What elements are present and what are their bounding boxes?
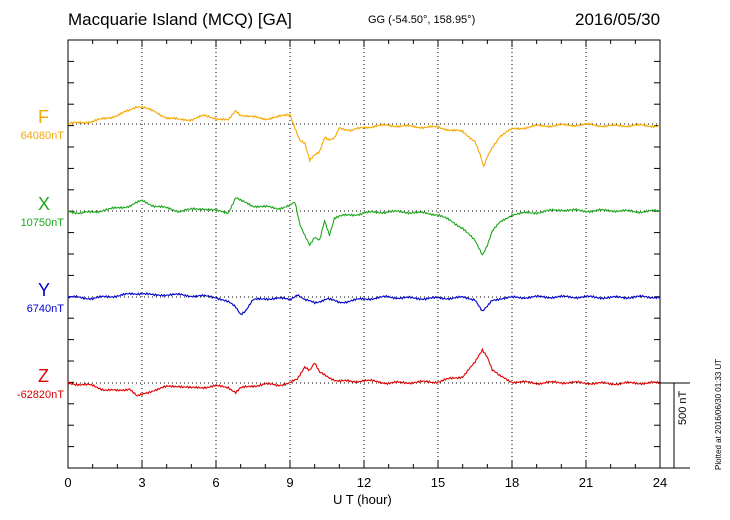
x-tick-label: 24 bbox=[653, 475, 667, 490]
chart-title: Macquarie Island (MCQ) [GA] bbox=[68, 10, 292, 29]
x-tick-label: 3 bbox=[138, 475, 145, 490]
component-label-f: F bbox=[38, 107, 49, 127]
x-tick-label: 21 bbox=[579, 475, 593, 490]
scale-bar-label: 500 nT bbox=[677, 390, 689, 425]
x-tick-label: 0 bbox=[64, 475, 71, 490]
x-axis-label: U T (hour) bbox=[333, 492, 392, 507]
x-tick-label: 12 bbox=[357, 475, 371, 490]
plotted-timestamp: Plotted at 2016/06/30 01:33 UT bbox=[714, 358, 723, 470]
baseline-value-f: 64080nT bbox=[20, 130, 64, 142]
component-label-y: Y bbox=[38, 280, 51, 300]
x-tick-label: 15 bbox=[431, 475, 445, 490]
series-line-z bbox=[67, 347, 661, 397]
chart-date: 2016/05/30 bbox=[575, 10, 661, 29]
baseline-value-y: 6740nT bbox=[26, 303, 64, 315]
series-line-x bbox=[67, 197, 661, 256]
baseline-value-x: 10750nT bbox=[20, 217, 64, 229]
x-tick-label: 9 bbox=[286, 475, 293, 490]
series-line-y bbox=[67, 292, 661, 316]
station-coords: GG (-54.50°, 158.95°) bbox=[368, 14, 476, 26]
component-label-z: Z bbox=[38, 366, 49, 386]
series-line-f bbox=[67, 105, 661, 168]
x-tick-label: 18 bbox=[505, 475, 519, 490]
component-label-x: X bbox=[38, 194, 51, 214]
x-tick-label: 6 bbox=[212, 475, 219, 490]
baseline-value-z: -62820nT bbox=[16, 389, 64, 401]
